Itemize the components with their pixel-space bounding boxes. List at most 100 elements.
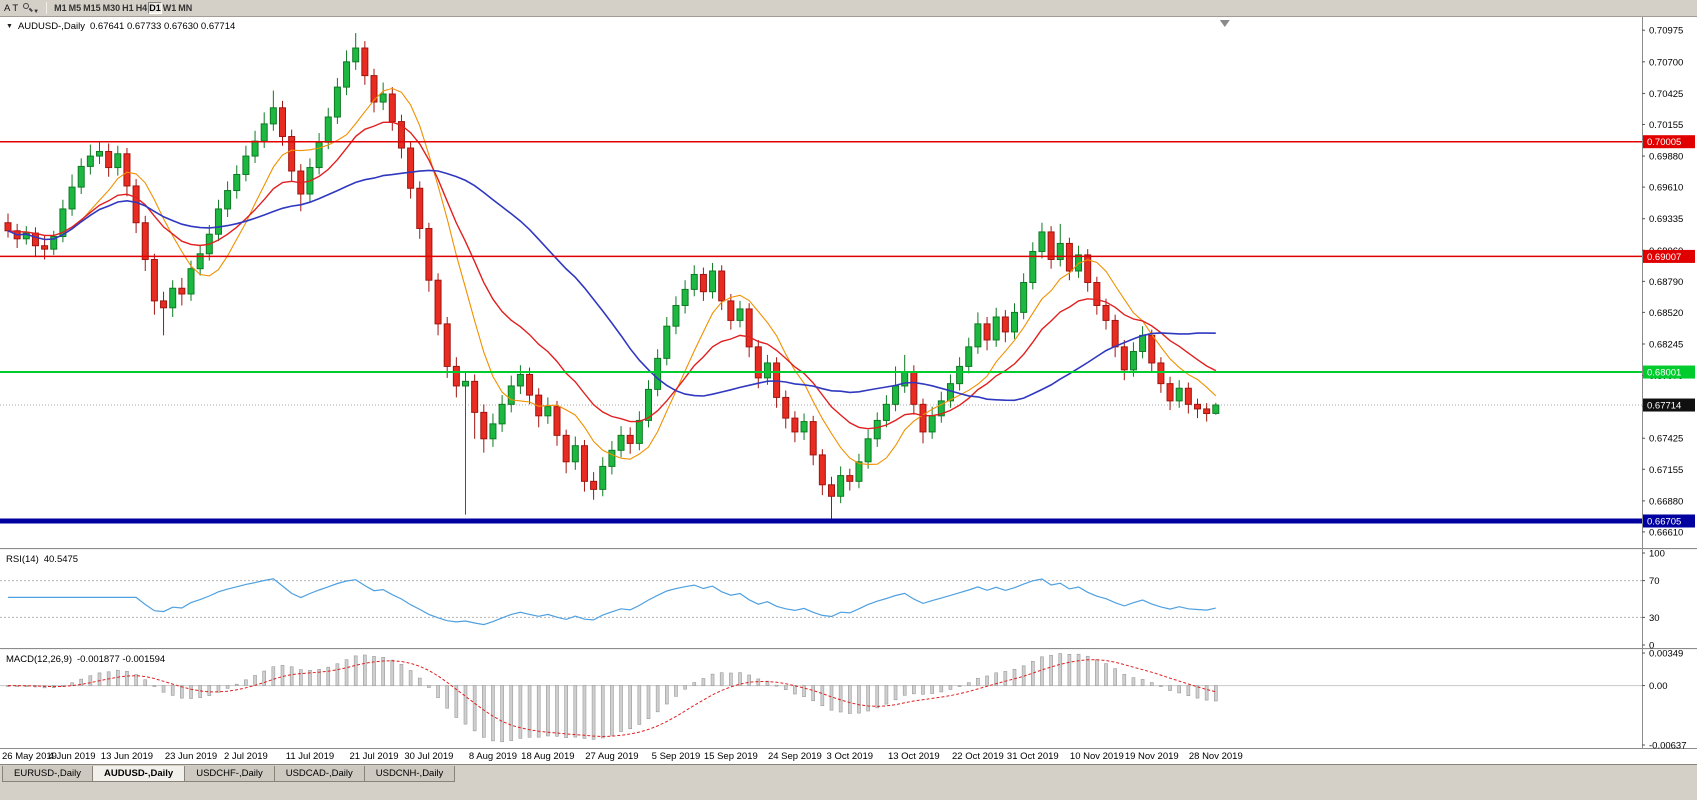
- date-axis-label: 23 Jun 2019: [165, 751, 217, 762]
- ma-line-16: [7, 121, 1217, 430]
- rsi-line: [8, 578, 1216, 626]
- date-axis-label: 5 Sep 2019: [652, 751, 701, 762]
- price-badge-0.66705: [1643, 514, 1695, 528]
- rsi-axis-label: 30: [1649, 613, 1660, 624]
- macd-axis-label: 0.00: [1649, 681, 1668, 692]
- macd-pane[interactable]: 0.00349 0.00 -0.00637: [0, 649, 1687, 752]
- date-axis-label: 21 Jul 2019: [349, 751, 398, 762]
- pane-borders: [0, 17, 1697, 749]
- price-axis[interactable]: 0.70975 0.70700 0.70425 0.70155 0.69880 0.696…: [1642, 26, 1695, 539]
- moving-averages: [7, 87, 1217, 465]
- date-axis-label: 27 Aug 2019: [585, 751, 638, 762]
- timeframe-button-MN[interactable]: MN: [178, 3, 193, 13]
- chart-tab-USDCAD[interactable]: USDCAD-,Daily: [273, 766, 365, 782]
- date-axis-label: 30 Jul 2019: [404, 751, 453, 762]
- price-axis-label: 0.70155: [1649, 120, 1683, 131]
- svg-text:0.67714: 0.67714: [1647, 401, 1681, 412]
- rsi-header: RSI(14) 40.5475: [6, 554, 78, 565]
- toolbar-separator: [46, 2, 48, 14]
- timeframe-button-M5[interactable]: M5: [68, 3, 82, 13]
- macd-header: MACD(12,26,9) -0.001877 -0.001594: [6, 654, 165, 665]
- macd-values: -0.001877 -0.001594: [77, 654, 166, 665]
- price-axis-label: 0.68520: [1649, 308, 1683, 319]
- ma-line-30: [7, 169, 1216, 402]
- date-axis-label: 18 Aug 2019: [521, 751, 574, 762]
- price-axis-label: 0.69880: [1649, 152, 1683, 163]
- svg-text:0.66705: 0.66705: [1647, 516, 1681, 527]
- chevron-down-icon: ▼: [33, 9, 40, 15]
- price-axis-label: 0.70425: [1649, 89, 1683, 100]
- price-axis-label: 0.66880: [1649, 496, 1683, 507]
- rsi-value: 40.5475: [43, 554, 79, 565]
- date-axis-label: 13 Oct 2019: [888, 751, 940, 762]
- date-axis-label: 26 May 2019: [2, 751, 57, 762]
- price-badge-0.67714: [1643, 398, 1695, 412]
- date-axis-label: 19 Nov 2019: [1125, 751, 1179, 762]
- svg-text:0.70005: 0.70005: [1647, 137, 1681, 148]
- chart-tab-EURUSD[interactable]: EURUSD-,Daily: [2, 766, 94, 782]
- timeframe-button-M15[interactable]: M15: [83, 3, 101, 13]
- symbol-dropdown-icon[interactable]: ▼: [6, 23, 13, 30]
- chart-canvas[interactable]: 0.70975 0.70700 0.70425 0.70155 0.69880 0.696…: [0, 0, 1697, 764]
- svg-text:0.68001: 0.68001: [1647, 368, 1681, 379]
- timeframe-button-W1[interactable]: W1: [162, 3, 177, 13]
- macd-signal-line: [7, 659, 1216, 738]
- chart-tab-USDCHF[interactable]: USDCHF-,Daily: [184, 766, 275, 782]
- date-axis-label: 24 Sep 2019: [768, 751, 822, 762]
- arrow-tool-button[interactable]: A: [4, 2, 11, 14]
- rsi-pane[interactable]: 100 70 30 0: [0, 549, 1665, 652]
- chart-shift-marker[interactable]: [1219, 20, 1230, 27]
- price-axis-label: 0.69610: [1649, 183, 1683, 194]
- rsi-label: RSI(14): [6, 554, 39, 565]
- macd-label: MACD(12,26,9): [6, 654, 72, 665]
- date-axis-label: 4 Jun 2019: [49, 751, 96, 762]
- timeframe-button-M1[interactable]: M1: [54, 3, 67, 13]
- date-axis-label: 22 Oct 2019: [952, 751, 1004, 762]
- timeframe-button-H4[interactable]: H4: [135, 3, 148, 13]
- text-tool-button[interactable]: T: [12, 2, 19, 14]
- chart-tabs-bar: EURUSD-,Daily AUDUSD-,Daily USDCHF-,Daily U…: [0, 764, 1697, 782]
- candlesticks: [4, 33, 1220, 521]
- price-badge-0.69007: [1643, 249, 1695, 263]
- timeframe-group: M1 M5 M15 M30 H1 H4 D1 W1 MN: [53, 2, 193, 14]
- zoom-tool-button[interactable]: ▼: [21, 1, 40, 15]
- svg-text:0.69007: 0.69007: [1647, 252, 1681, 263]
- date-axis-label: 3 Oct 2019: [827, 751, 873, 762]
- price-axis-label: 0.66610: [1649, 527, 1683, 538]
- date-axis-label: 31 Oct 2019: [1007, 751, 1059, 762]
- macd-axis-label: -0.00637: [1649, 741, 1687, 752]
- timeframe-button-M30[interactable]: M30: [102, 3, 121, 13]
- macd-axis-label: 0.00349: [1649, 649, 1683, 660]
- date-axis-label: 13 Jun 2019: [101, 751, 153, 762]
- price-badge-0.68001: [1643, 365, 1695, 379]
- price-axis-label: 0.70975: [1649, 26, 1683, 37]
- magnifier-icon: [22, 2, 34, 13]
- symbol-period-label: AUDUSD-,Daily: [17, 21, 85, 32]
- date-axis-label: 8 Aug 2019: [469, 751, 517, 762]
- rsi-axis-label: 70: [1649, 576, 1660, 587]
- price-axis-label: 0.69335: [1649, 214, 1683, 225]
- price-axis-label: 0.68245: [1649, 339, 1683, 350]
- horizontal-levels[interactable]: [0, 140, 1642, 524]
- chart-tab-USDCNH[interactable]: USDCNH-,Daily: [363, 766, 456, 782]
- chart-tab-AUDUSD[interactable]: AUDUSD-,Daily: [92, 766, 186, 782]
- date-axis-label: 2 Jul 2019: [224, 751, 268, 762]
- date-axis-label: 11 Jul 2019: [286, 751, 334, 762]
- timeframe-button-D1[interactable]: D1: [148, 2, 162, 14]
- ohlc-readout: 0.67641 0.67733 0.67630 0.67714: [89, 21, 236, 32]
- rsi-axis-label: 100: [1649, 549, 1665, 560]
- date-axis-label: 28 Nov 2019: [1189, 751, 1243, 762]
- price-axis-label: 0.70700: [1649, 57, 1683, 68]
- price-badge-0.70005: [1643, 135, 1695, 149]
- date-axis-label: 10 Nov 2019: [1070, 751, 1124, 762]
- rsi-axis-label: 0: [1649, 641, 1654, 652]
- price-axis-label: 0.67155: [1649, 465, 1683, 476]
- price-axis-label: 0.67425: [1649, 434, 1683, 445]
- timeframe-button-H1[interactable]: H1: [122, 3, 134, 13]
- ma-line-8: [7, 87, 1217, 465]
- date-axis-label: 15 Sep 2019: [704, 751, 758, 762]
